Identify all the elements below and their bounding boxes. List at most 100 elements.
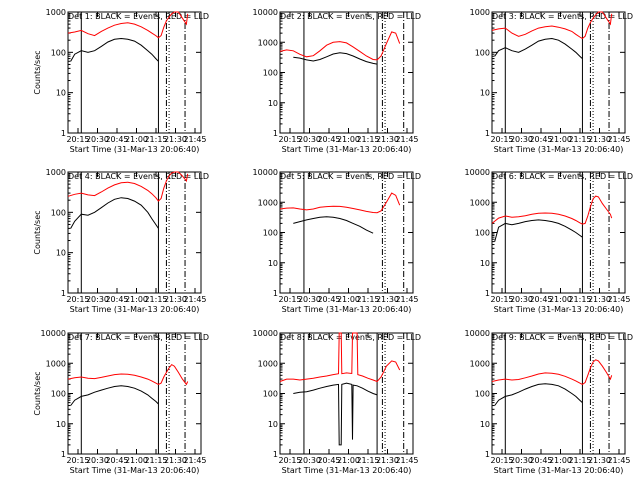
series-line-events-2 [293,52,378,65]
series-line-lld-8 [279,332,401,383]
y-tick-label-4-3: 1000 [46,168,66,177]
x-tick-label-6-1: 20:30 [510,295,533,304]
y-axis-label-1: Counts/sec [33,50,42,94]
x-tick-label-4-0: 20:15 [66,295,89,304]
plot-frame-4 [67,171,202,294]
x-tick-label-7-3: 21:00 [125,456,148,465]
x-tick-label-9-1: 20:30 [510,456,533,465]
y-tick-label-9-0: 1 [485,450,490,459]
series-line-lld-2 [279,31,401,61]
x-tick-label-5-3: 21:00 [337,295,360,304]
y-tick-label-6-4: 10000 [465,168,490,177]
chart-title-4: Det 4: BLACK = Events, RED = LLD [68,172,209,181]
y-tick-label-5-3: 1000 [258,198,278,207]
x-tick-label-4-3: 21:00 [125,295,148,304]
x-tick-label-3-5: 21:30 [588,135,611,144]
x-tick-label-8-3: 21:00 [337,456,360,465]
x-tick-label-5-1: 20:30 [298,295,321,304]
x-axis-label-1: Start Time (31-Mar-13 20:06:40) [70,145,200,154]
y-axis-label-7: Counts/sec [33,371,42,415]
x-axis-label-3: Start Time (31-Mar-13 20:06:40) [494,145,624,154]
x-tick-label-6-2: 20:45 [529,295,552,304]
series-line-events-9 [494,383,583,406]
plot-frame-5 [279,171,414,294]
x-tick-label-8-2: 20:45 [317,456,340,465]
y-axis-label-4: Counts/sec [33,210,42,254]
x-tick-label-9-5: 21:30 [588,456,611,465]
series-line-lld-7 [67,363,189,386]
x-tick-label-4-6: 21:45 [183,295,206,304]
y-tick-label-9-1: 10 [480,420,490,429]
y-tick-label-5-1: 10 [268,259,278,268]
x-axis-label-6: Start Time (31-Mar-13 20:06:40) [494,305,624,314]
series-line-events-8 [293,382,378,446]
y-tick-label-6-2: 100 [475,229,490,238]
y-tick-label-4-0: 1 [61,289,66,298]
x-tick-label-4-5: 21:30 [164,295,187,304]
x-tick-label-9-0: 20:15 [490,456,513,465]
x-tick-label-1-0: 20:15 [66,135,89,144]
x-tick-label-6-4: 21:15 [568,295,591,304]
y-tick-label-9-3: 1000 [470,359,490,368]
series-line-lld-3 [491,11,613,40]
x-tick-label-5-4: 21:15 [356,295,379,304]
chart-title-5: Det 5: BLACK = Events, RED = LLD [280,172,421,181]
x-tick-label-6-3: 21:00 [549,295,572,304]
y-tick-label-3-2: 100 [475,48,490,57]
y-tick-label-5-4: 10000 [253,168,278,177]
x-tick-label-8-0: 20:15 [278,456,301,465]
y-tick-label-7-2: 100 [51,390,66,399]
x-axis-label-5: Start Time (31-Mar-13 20:06:40) [282,305,412,314]
y-tick-label-6-1: 10 [480,259,490,268]
plot-frame-9 [491,332,626,455]
y-tick-label-3-1: 10 [480,89,490,98]
x-tick-label-6-5: 21:30 [588,295,611,304]
x-tick-label-2-6: 21:45 [395,135,418,144]
series-line-lld-9 [491,359,613,385]
x-tick-label-3-0: 20:15 [490,135,513,144]
x-tick-label-5-0: 20:15 [278,295,301,304]
y-tick-label-2-3: 1000 [258,38,278,47]
y-tick-label-1-2: 100 [51,48,66,57]
x-tick-label-3-3: 21:00 [549,135,572,144]
plot-frame-3 [491,11,626,134]
y-tick-label-4-2: 100 [51,208,66,217]
x-axis-label-2: Start Time (31-Mar-13 20:06:40) [282,145,412,154]
x-tick-label-1-1: 20:30 [86,135,109,144]
series-line-events-1 [70,37,159,62]
x-tick-label-4-1: 20:30 [86,295,109,304]
plot-frame-8 [279,332,414,455]
x-tick-label-9-4: 21:15 [568,456,591,465]
y-tick-label-8-4: 10000 [253,329,278,338]
x-tick-label-7-2: 20:45 [105,456,128,465]
x-tick-label-1-2: 20:45 [105,135,128,144]
y-tick-label-9-2: 100 [475,390,490,399]
series-line-events-3 [494,37,583,59]
x-tick-label-3-1: 20:30 [510,135,533,144]
y-tick-label-8-3: 1000 [258,359,278,368]
x-tick-label-1-6: 21:45 [183,135,206,144]
series-line-lld-6 [491,195,613,225]
x-tick-label-3-6: 21:45 [607,135,630,144]
x-tick-label-6-6: 21:45 [607,295,630,304]
series-line-lld-5 [279,192,401,214]
x-tick-label-2-1: 20:30 [298,135,321,144]
y-tick-label-8-0: 1 [273,450,278,459]
x-tick-label-8-4: 21:15 [356,456,379,465]
x-tick-label-1-5: 21:30 [164,135,187,144]
chart-title-2: Det 2: BLACK = Events, RED = LLD [280,12,421,21]
x-tick-label-2-2: 20:45 [317,135,340,144]
chart-title-9: Det 9: BLACK = Events, RED = LLD [492,333,633,342]
x-tick-label-9-3: 21:00 [549,456,572,465]
y-tick-label-6-3: 1000 [470,198,490,207]
chart-title-3: Det 3: BLACK = Events, RED = LLD [492,12,633,21]
plot-frame-6 [491,171,626,294]
plot-frame-7 [67,332,202,455]
y-tick-label-1-0: 1 [61,129,66,138]
y-tick-label-7-1: 10 [56,420,66,429]
y-tick-label-7-4: 10000 [41,329,66,338]
y-tick-label-2-0: 1 [273,129,278,138]
y-tick-label-6-0: 1 [485,289,490,298]
